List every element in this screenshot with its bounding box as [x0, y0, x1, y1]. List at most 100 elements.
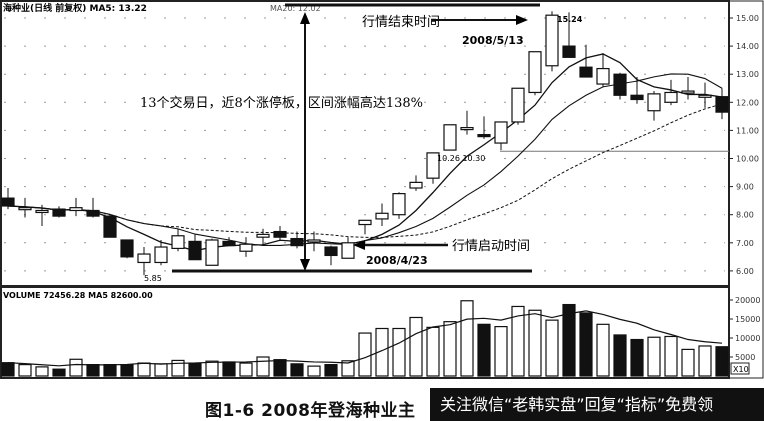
volume-bar [545, 319, 559, 377]
volume-bar [188, 362, 202, 377]
volume-bar [613, 334, 627, 377]
volume-bar [426, 326, 440, 377]
volume-unit-label: X10 [733, 365, 749, 374]
candle-down [188, 240, 202, 261]
candle-up [698, 94, 712, 98]
volume-bar [698, 345, 712, 377]
candle-down [715, 96, 729, 113]
candle-down [324, 246, 338, 257]
volume-bar [358, 332, 372, 377]
stock-chart: 6.00 7.00 8.00 9.00 10.00 11.00 12.00 13.00 14.0… [0, 0, 764, 379]
volume-bar [154, 363, 168, 377]
volume-bar [239, 362, 253, 377]
candle-up [460, 126, 474, 131]
candle-down [222, 240, 236, 247]
volume-bar [579, 312, 593, 377]
volume-bar [715, 346, 729, 377]
volume-bar [171, 359, 185, 377]
price-tick-label: 10.00 [736, 155, 759, 164]
candle-up [18, 207, 32, 211]
volume-bar [630, 338, 644, 377]
candle-up [443, 124, 457, 151]
candle-up [375, 212, 389, 220]
volume-bar [1, 362, 15, 377]
price-tick-label: 6.00 [736, 267, 754, 276]
arrow-head-left [353, 240, 365, 250]
candle-down [1, 197, 15, 207]
volume-bar [341, 360, 355, 377]
volume-bar [477, 323, 491, 377]
volume-bar [681, 348, 695, 377]
volume-bar [222, 361, 236, 377]
volume-bar [494, 326, 508, 377]
volume-bar [443, 321, 457, 377]
candle-up [307, 239, 321, 243]
figure-caption: 图1-6 2008年登海种业主 [205, 401, 416, 421]
candle-up [494, 121, 508, 144]
start-label: 行情启动时间 [452, 239, 530, 254]
price-tick-label: 9.00 [736, 183, 754, 192]
ma20-line [7, 103, 723, 238]
price-tick-label: 14.00 [736, 42, 759, 51]
price-tick-label: 7.00 [736, 239, 754, 248]
candle-up [341, 242, 355, 259]
volume-bar [528, 309, 542, 377]
price-tick-label: 12.00 [736, 98, 759, 107]
volume-tick-label: 20000 [735, 296, 760, 305]
arrow-head-up [300, 12, 310, 24]
start-date: 2008/4/23 [366, 254, 428, 267]
volume-bar [409, 316, 423, 377]
candle-up [511, 87, 525, 123]
price-tick-label: 8.00 [736, 211, 754, 220]
candle-down [613, 73, 627, 96]
candle-down [630, 94, 644, 101]
candle-up [358, 219, 372, 226]
candle-up [256, 233, 270, 238]
volume-bar [120, 364, 134, 377]
candle-down [86, 209, 100, 217]
candle-down [477, 134, 491, 138]
gap-mark: 10.26 10.30 [437, 154, 485, 163]
candle-up [545, 14, 559, 67]
volume-tick-label: 5000 [735, 353, 755, 362]
price-tick-label: 13.00 [736, 70, 759, 79]
candle-up [596, 67, 610, 85]
candle-up [528, 51, 542, 94]
volume-bar [324, 364, 338, 377]
volume-bar [562, 303, 576, 377]
volume-bar [290, 363, 304, 377]
high-mark: 15.24 [557, 15, 583, 24]
candle-up [392, 193, 406, 216]
volume-bar [273, 359, 287, 377]
candle-up [409, 181, 423, 189]
candle-down [562, 45, 576, 58]
candle-up [35, 209, 49, 214]
candle-down [290, 237, 304, 247]
candle-down [120, 239, 134, 258]
watermark-banner: 关注微信“老韩实盘”回复“指标”免费领 [430, 388, 764, 421]
price-tick-label: 11.00 [736, 126, 759, 135]
volume-bar [103, 364, 117, 377]
volume-header: VOLUME 72456.28 MA5 82600.00 [3, 291, 153, 300]
volume-bar [392, 327, 406, 377]
volume-bar [664, 335, 678, 377]
candle-up [171, 235, 185, 250]
candle-up [664, 91, 678, 103]
low-mark: 5.85 [144, 274, 162, 283]
candle-up [239, 243, 253, 252]
end-label: 行情结束时间 [362, 15, 440, 30]
volume-bar [137, 362, 151, 377]
candle-down [579, 66, 593, 78]
volume-bar [460, 300, 474, 377]
volume-bar [307, 365, 321, 377]
candle-up [426, 152, 440, 179]
candle-down [52, 208, 66, 217]
candle-up [681, 90, 695, 94]
volume-bar [86, 364, 100, 377]
candle-up [69, 207, 83, 212]
volume-bar [596, 323, 610, 377]
volume-bar [256, 356, 270, 377]
volume-tick-label: 10000 [735, 334, 760, 343]
candle-down [273, 230, 287, 238]
volume-bar [18, 364, 32, 377]
